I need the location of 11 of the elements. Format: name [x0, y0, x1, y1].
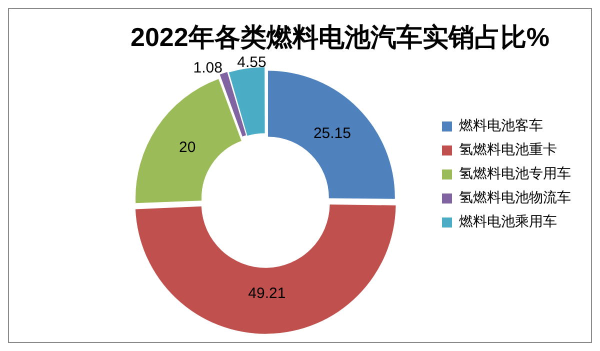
legend-label: 氢燃料电池重卡	[459, 142, 557, 158]
data-label: 1.08	[193, 59, 222, 76]
data-label: 20	[179, 139, 196, 156]
data-label: 49.21	[248, 285, 286, 302]
legend-label: 氢燃料电池物流车	[459, 190, 571, 206]
data-label: 4.55	[237, 54, 266, 71]
chart-title: 2022年各类燃料电池汽车实销占比%	[130, 22, 550, 52]
legend-label: 燃料电池乘用车	[459, 214, 557, 230]
legend-label: 燃料电池客车	[459, 118, 543, 134]
data-label: 25.15	[313, 125, 351, 142]
legend-label: 氢燃料电池专用车	[459, 166, 571, 182]
